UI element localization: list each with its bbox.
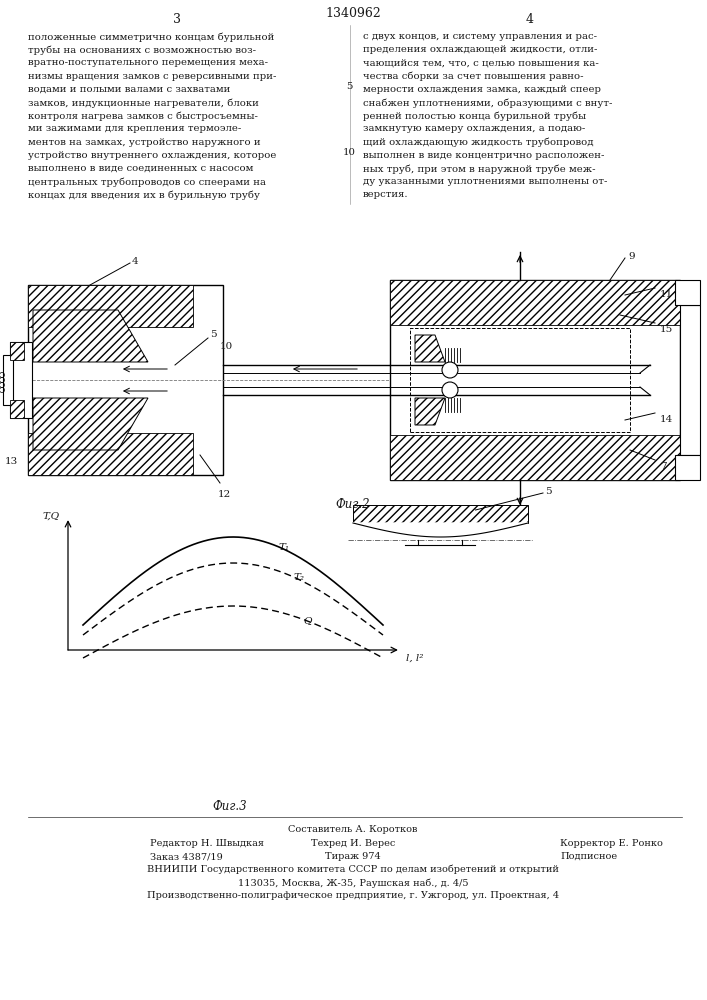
Text: чества сборки за счет повышения равно-: чества сборки за счет повышения равно-	[363, 72, 583, 81]
Text: щий охлаждающую жидкость трубопровод: щий охлаждающую жидкость трубопровод	[363, 138, 593, 147]
Text: Редактор Н. Швыдкая: Редактор Н. Швыдкая	[150, 839, 264, 848]
Polygon shape	[415, 335, 445, 362]
Text: мерности охлаждения замка, каждый спеер: мерности охлаждения замка, каждый спеер	[363, 85, 601, 94]
Text: водами и полыми валами с захватами: водами и полыми валами с захватами	[28, 85, 230, 94]
Text: концах для введения их в бурильную трубу: концах для введения их в бурильную трубу	[28, 190, 260, 200]
Bar	[10, 400, 24, 418]
Text: вратно-поступательного перемещения меха-: вратно-поступательного перемещения меха-	[28, 58, 268, 67]
Text: 15: 15	[660, 325, 673, 334]
Text: T,Q: T,Q	[43, 512, 60, 521]
Ellipse shape	[442, 362, 458, 378]
Bar	[390, 280, 680, 325]
Bar	[675, 280, 700, 305]
Text: ных труб, при этом в наружной трубе меж-: ных труб, при этом в наружной трубе меж-	[363, 164, 595, 174]
Text: T₁: T₁	[279, 543, 290, 552]
Bar	[28, 285, 223, 475]
Text: низмы вращения замков с реверсивными при-: низмы вращения замков с реверсивными при…	[28, 72, 276, 81]
Text: 4: 4	[132, 257, 139, 266]
Bar	[675, 455, 700, 480]
Bar	[390, 435, 680, 480]
Text: ментов на замках, устройство наружного и: ментов на замках, устройство наружного и	[28, 138, 261, 147]
Text: выполнено в виде соединенных с насосом: выполнено в виде соединенных с насосом	[28, 164, 253, 173]
Text: 14: 14	[660, 415, 673, 424]
Text: выполнен в виде концентрично расположен-: выполнен в виде концентрично расположен-	[363, 151, 604, 160]
Text: Составитель А. Коротков: Составитель А. Коротков	[288, 825, 418, 834]
Bar	[10, 342, 32, 418]
Text: чающийся тем, что, с целью повышения ка-: чающийся тем, что, с целью повышения ка-	[363, 58, 599, 67]
Text: Q: Q	[304, 616, 312, 625]
Text: Техред И. Верес: Техред И. Верес	[311, 839, 395, 848]
Text: Заказ 4387/19: Заказ 4387/19	[150, 852, 223, 861]
Text: 13: 13	[5, 457, 18, 466]
Text: ренней полостью конца бурильной трубы: ренней полостью конца бурильной трубы	[363, 111, 586, 121]
Text: положенные симметрично концам бурильной: положенные симметрично концам бурильной	[28, 32, 274, 41]
Ellipse shape	[442, 382, 458, 398]
Text: контроля нагрева замков с быстросъемны-: контроля нагрева замков с быстросъемны-	[28, 111, 258, 121]
Text: 5: 5	[545, 487, 551, 496]
Text: трубы на основаниях с возможностью воз-: трубы на основаниях с возможностью воз-	[28, 45, 256, 55]
Text: 10: 10	[343, 148, 356, 157]
Bar	[33, 327, 188, 433]
Bar	[3, 355, 13, 405]
Bar	[680, 305, 700, 455]
Text: устройство внутреннего охлаждения, которое: устройство внутреннего охлаждения, котор…	[28, 151, 276, 160]
Text: Корректор Е. Ронко: Корректор Е. Ронко	[560, 839, 663, 848]
Polygon shape	[33, 398, 148, 450]
Text: ми зажимами для крепления термоэле-: ми зажимами для крепления термоэле-	[28, 124, 241, 133]
Text: Фиг.3: Фиг.3	[213, 800, 247, 813]
Text: 1340962: 1340962	[325, 7, 381, 20]
Bar	[28, 285, 193, 327]
Text: верстия.: верстия.	[363, 190, 409, 199]
Text: ду указанными уплотнениями выполнены от-: ду указанными уплотнениями выполнены от-	[363, 177, 607, 186]
Polygon shape	[33, 310, 148, 362]
Bar	[390, 280, 680, 480]
Text: замкнутую камеру охлаждения, а подаю-: замкнутую камеру охлаждения, а подаю-	[363, 124, 585, 133]
Text: 11: 11	[660, 290, 673, 299]
Bar	[353, 505, 528, 523]
Text: ВНИИПИ Государственного комитета СССР по делам изобретений и открытий: ВНИИПИ Государственного комитета СССР по…	[147, 865, 559, 874]
Text: l, l²: l, l²	[406, 654, 423, 663]
Text: центральных трубопроводов со спеерами на: центральных трубопроводов со спеерами на	[28, 177, 266, 187]
Text: 4: 4	[526, 13, 534, 26]
Text: 9: 9	[628, 252, 635, 261]
Text: пределения охлаждающей жидкости, отли-: пределения охлаждающей жидкости, отли-	[363, 45, 597, 54]
Polygon shape	[415, 398, 445, 425]
Text: T₂: T₂	[293, 573, 305, 582]
Polygon shape	[353, 523, 528, 537]
Bar	[410, 328, 630, 432]
Text: 3: 3	[173, 13, 181, 26]
Text: 5: 5	[346, 82, 352, 91]
Bar	[28, 433, 193, 475]
Text: Тираж 974: Тираж 974	[325, 852, 381, 861]
Text: 113035, Москва, Ж-35, Раушская наб., д. 4/5: 113035, Москва, Ж-35, Раушская наб., д. …	[238, 878, 468, 888]
Text: снабжен уплотнениями, образующими с внут-: снабжен уплотнениями, образующими с внут…	[363, 98, 612, 107]
Text: 12: 12	[218, 490, 231, 499]
Text: замков, индукционные нагреватели, блоки: замков, индукционные нагреватели, блоки	[28, 98, 259, 107]
Text: 5: 5	[210, 330, 216, 339]
Text: Фиг.2: Фиг.2	[336, 498, 370, 511]
Text: Подписное: Подписное	[560, 852, 617, 861]
Bar	[10, 342, 24, 360]
Text: с двух концов, и систему управления и рас-: с двух концов, и систему управления и ра…	[363, 32, 597, 41]
Text: 10: 10	[220, 342, 233, 351]
Text: Производственно-полиграфическое предприятие, г. Ужгород, ул. Проектная, 4: Производственно-полиграфическое предприя…	[147, 891, 559, 900]
Text: 7: 7	[660, 462, 667, 471]
